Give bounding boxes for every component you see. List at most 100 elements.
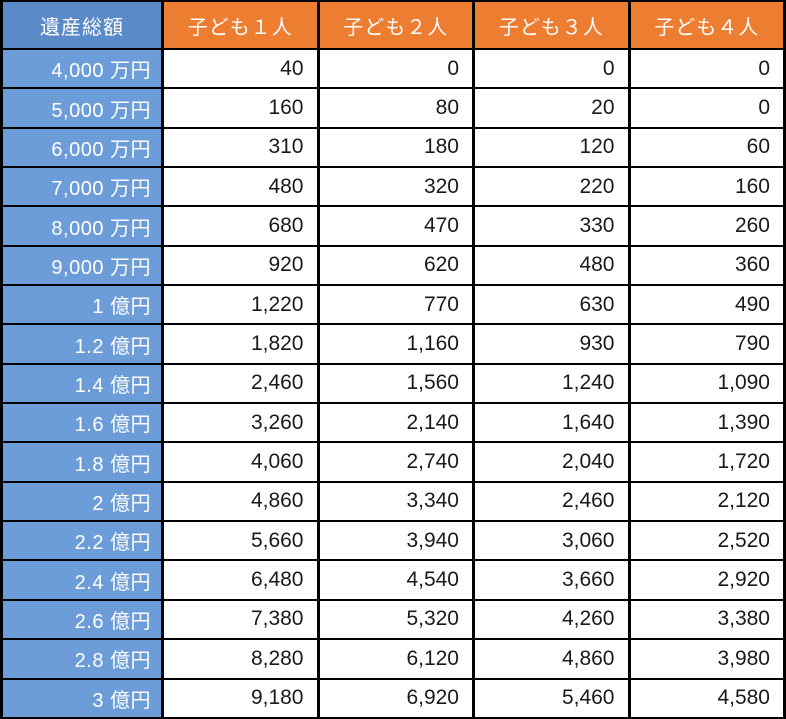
table-row: 2.4 億円 6,480 4,540 3,660 2,920: [0, 559, 786, 601]
cell-value: 3,260: [161, 402, 320, 444]
header-children-3: 子ども３人: [472, 0, 631, 50]
table-row: 2.2 億円 5,660 3,940 3,060 2,520: [0, 520, 786, 562]
cell-value: 1,160: [316, 323, 475, 365]
cell-value: 1,220: [161, 284, 320, 326]
cell-value: 220: [472, 166, 631, 208]
cell-value: 470: [316, 205, 475, 247]
table-row: 2.6 億円 7,380 5,320 4,260 3,380: [0, 598, 786, 641]
cell-value: 8,280: [161, 638, 320, 680]
row-label: 1.6 億円: [0, 402, 164, 444]
cell-value: 1,640: [472, 402, 631, 444]
cell-value: 1,090: [627, 362, 786, 405]
cell-value: 770: [316, 284, 475, 326]
cell-value: 3,060: [472, 520, 631, 562]
row-label: 7,000 万円: [0, 166, 164, 208]
cell-value: 7,380: [161, 598, 320, 641]
cell-value: 2,120: [627, 480, 786, 523]
cell-value: 360: [627, 244, 786, 287]
row-label: 6,000 万円: [0, 126, 164, 169]
table-row: 6,000 万円 310 180 120 60: [0, 126, 786, 169]
cell-value: 0: [627, 47, 786, 90]
cell-value: 80: [316, 87, 475, 129]
table-row: 2 億円 4,860 3,340 2,460 2,120: [0, 480, 786, 523]
cell-value: 40: [161, 47, 320, 90]
header-estate-total: 遺産総額: [0, 0, 164, 50]
cell-value: 790: [627, 323, 786, 365]
cell-value: 930: [472, 323, 631, 365]
cell-value: 920: [161, 244, 320, 287]
cell-value: 630: [472, 284, 631, 326]
table-row: 1 億円 1,220 770 630 490: [0, 284, 786, 326]
cell-value: 2,740: [316, 441, 475, 483]
table-row: 4,000 万円 40 0 0 0: [0, 47, 786, 90]
table-body: 4,000 万円 40 0 0 0 5,000 万円 160 80 20 0 6,000 万円 310…: [0, 47, 786, 719]
cell-value: 4,260: [472, 598, 631, 641]
cell-value: 620: [316, 244, 475, 287]
cell-value: 4,860: [161, 480, 320, 523]
cell-value: 480: [161, 166, 320, 208]
cell-value: 1,720: [627, 441, 786, 483]
row-label: 1.2 億円: [0, 323, 164, 365]
row-label: 9,000 万円: [0, 244, 164, 287]
cell-value: 4,580: [627, 677, 786, 719]
header-children-1: 子ども１人: [161, 0, 320, 50]
cell-value: 6,480: [161, 559, 320, 601]
header-children-4: 子ども４人: [627, 0, 786, 50]
row-label: 1.8 億円: [0, 441, 164, 483]
header-row: 遺産総額 子ども１人 子ども２人 子ども３人 子ども４人: [0, 0, 786, 50]
cell-value: 5,460: [472, 677, 631, 719]
cell-value: 20: [472, 87, 631, 129]
table-row: 7,000 万円 480 320 220 160: [0, 166, 786, 208]
row-label: 2.2 億円: [0, 520, 164, 562]
row-label: 4,000 万円: [0, 47, 164, 90]
cell-value: 2,520: [627, 520, 786, 562]
row-label: 1.4 億円: [0, 362, 164, 405]
cell-value: 1,240: [472, 362, 631, 405]
cell-value: 3,340: [316, 480, 475, 523]
cell-value: 3,980: [627, 638, 786, 680]
row-label: 5,000 万円: [0, 87, 164, 129]
table-row: 5,000 万円 160 80 20 0: [0, 87, 786, 129]
cell-value: 310: [161, 126, 320, 169]
table-row: 9,000 万円 920 620 480 360: [0, 244, 786, 287]
row-label: 2.4 億円: [0, 559, 164, 601]
cell-value: 0: [472, 47, 631, 90]
cell-value: 2,920: [627, 559, 786, 601]
cell-value: 9,180: [161, 677, 320, 719]
header-children-2: 子ども２人: [316, 0, 475, 50]
cell-value: 0: [316, 47, 475, 90]
cell-value: 4,540: [316, 559, 475, 601]
cell-value: 1,390: [627, 402, 786, 444]
cell-value: 3,380: [627, 598, 786, 641]
table-row: 1.6 億円 3,260 2,140 1,640 1,390: [0, 402, 786, 444]
cell-value: 180: [316, 126, 475, 169]
table-row: 2.8 億円 8,280 6,120 4,860 3,980: [0, 638, 786, 680]
cell-value: 60: [627, 126, 786, 169]
cell-value: 4,060: [161, 441, 320, 483]
cell-value: 2,040: [472, 441, 631, 483]
table-row: 1.4 億円 2,460 1,560 1,240 1,090: [0, 362, 786, 405]
table-row: 1.8 億円 4,060 2,740 2,040 1,720: [0, 441, 786, 483]
row-label: 2.8 億円: [0, 638, 164, 680]
cell-value: 490: [627, 284, 786, 326]
cell-value: 120: [472, 126, 631, 169]
row-label: 1 億円: [0, 284, 164, 326]
cell-value: 2,140: [316, 402, 475, 444]
cell-value: 2,460: [161, 362, 320, 405]
cell-value: 320: [316, 166, 475, 208]
cell-value: 6,120: [316, 638, 475, 680]
cell-value: 4,860: [472, 638, 631, 680]
cell-value: 160: [161, 87, 320, 129]
cell-value: 3,660: [472, 559, 631, 601]
cell-value: 480: [472, 244, 631, 287]
row-label: 3 億円: [0, 677, 164, 719]
cell-value: 160: [627, 166, 786, 208]
cell-value: 260: [627, 205, 786, 247]
cell-value: 680: [161, 205, 320, 247]
cell-value: 5,320: [316, 598, 475, 641]
cell-value: 0: [627, 87, 786, 129]
table-row: 8,000 万円 680 470 330 260: [0, 205, 786, 247]
cell-value: 3,940: [316, 520, 475, 562]
cell-value: 1,820: [161, 323, 320, 365]
